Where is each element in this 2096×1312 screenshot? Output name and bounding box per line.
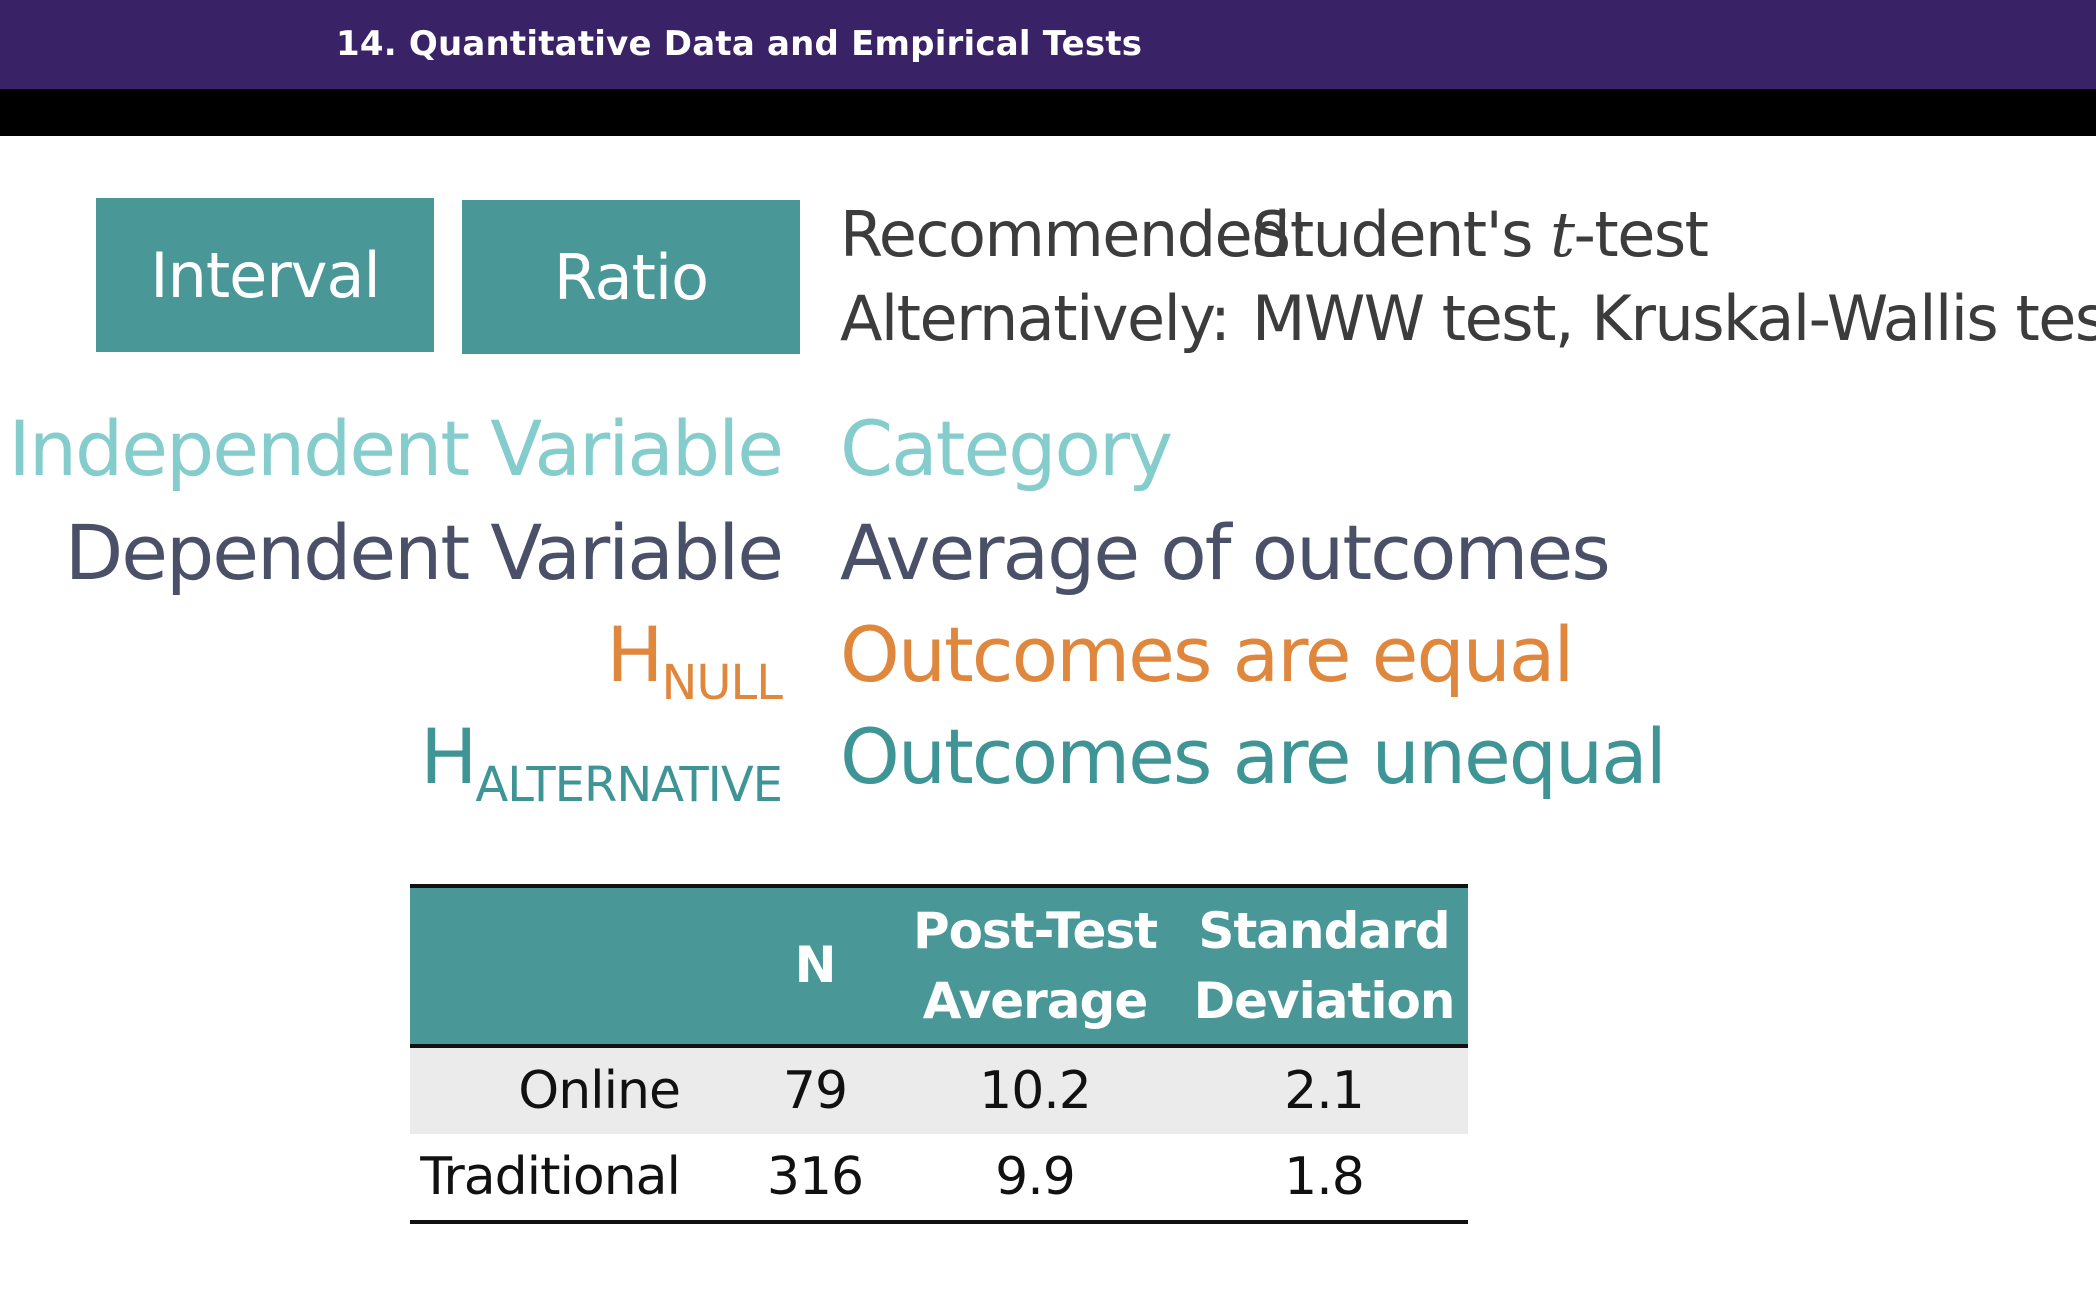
recommended-suffix: -test <box>1573 198 1709 271</box>
interval-tag: Interval <box>96 198 434 352</box>
results-table: N Post-Test Average Standard Deviation O… <box>410 884 1468 1224</box>
dependent-variable-label: Dependent Variable <box>64 508 784 597</box>
title-bar: 14. Quantitative Data and Empirical Test… <box>0 0 2096 89</box>
ratio-tag: Ratio <box>462 200 800 354</box>
row-sd: 2.1 <box>1284 1061 1365 1121</box>
recommended-value: Student's t-test <box>1252 198 1709 271</box>
row-label: Online <box>518 1061 681 1121</box>
table-row: Online 79 10.2 2.1 <box>410 1048 1468 1134</box>
recommended-prefix: Student's <box>1252 198 1551 271</box>
h-null-label: HNULL <box>606 610 783 711</box>
h-null-sub: NULL <box>661 655 783 711</box>
header-standard-deviation: Standard Deviation <box>1180 896 1468 1036</box>
row-n: 79 <box>782 1061 848 1121</box>
recommended-t: t <box>1550 198 1575 271</box>
independent-variable-label: Independent Variable <box>8 404 784 493</box>
header-sd-line1: Standard <box>1198 902 1450 960</box>
page-title: 14. Quantitative Data and Empirical Test… <box>336 24 1143 64</box>
h-alt-sub: ALTERNATIVE <box>475 757 783 813</box>
alternatively-value: MWW test, Kruskal-Wallis test <box>1252 282 2096 355</box>
recommended-label: Recommended: <box>840 198 1310 271</box>
row-avg: 9.9 <box>995 1147 1076 1207</box>
header-n: N <box>794 936 837 994</box>
table-row: Traditional 316 9.9 1.8 <box>410 1134 1468 1224</box>
table-header: N Post-Test Average Standard Deviation <box>410 884 1468 1048</box>
h-alternative-label: HALTERNATIVE <box>420 712 783 813</box>
header-post-test-average: Post-Test Average <box>890 896 1180 1036</box>
header-avg-line1: Post-Test <box>912 902 1158 960</box>
independent-variable-value: Category <box>840 404 1173 493</box>
dependent-variable-value: Average of outcomes <box>840 508 1611 597</box>
row-sd: 1.8 <box>1284 1147 1365 1207</box>
h-alternative-value: Outcomes are unequal <box>840 712 1667 801</box>
header-sd-line2: Deviation <box>1193 972 1456 1030</box>
alternatively-label: Alternatively: <box>840 282 1231 355</box>
h-null-value: Outcomes are equal <box>840 610 1575 699</box>
h-null-main: H <box>606 610 663 699</box>
row-label: Traditional <box>420 1147 681 1207</box>
row-n: 316 <box>766 1147 864 1207</box>
header-avg-line2: Average <box>922 972 1149 1030</box>
divider-bar <box>0 89 2096 136</box>
h-alt-main: H <box>420 712 477 801</box>
row-avg: 10.2 <box>979 1061 1092 1121</box>
